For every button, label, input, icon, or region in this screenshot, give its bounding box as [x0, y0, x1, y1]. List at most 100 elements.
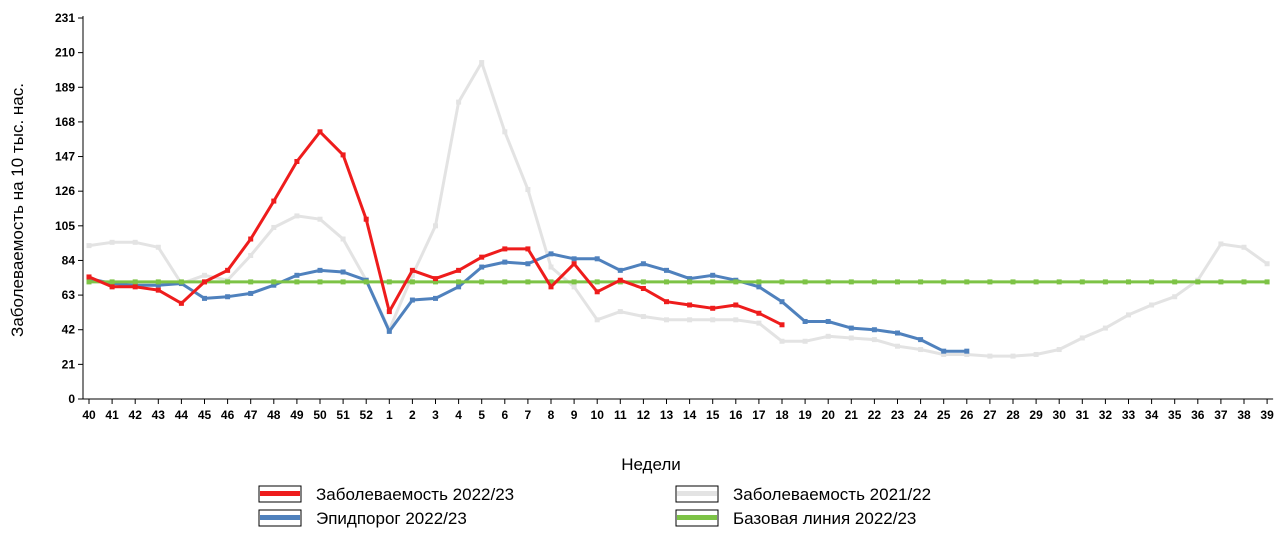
data-point [225, 267, 231, 273]
data-point [109, 284, 115, 290]
legend-label: Эпидпорог 2022/23 [316, 509, 467, 528]
y-tick-label: 105 [55, 219, 75, 233]
data-point [918, 347, 924, 353]
data-point [433, 223, 438, 229]
x-tick-label: 13 [660, 408, 674, 422]
data-point [640, 285, 646, 291]
data-point [109, 279, 115, 285]
x-tick-label: 19 [798, 408, 812, 422]
data-point [317, 267, 323, 273]
data-point [479, 264, 485, 270]
data-point [178, 279, 184, 285]
data-point [1010, 279, 1016, 285]
data-point [848, 325, 854, 331]
data-point [594, 317, 600, 323]
data-point [664, 267, 669, 273]
data-point [1056, 279, 1062, 285]
legend-item: Базовая линия 2022/23 [675, 509, 916, 528]
data-point [1033, 279, 1039, 285]
data-point [271, 224, 277, 230]
data-point [571, 284, 577, 290]
data-point [1102, 279, 1108, 285]
series-2 [86, 279, 1270, 285]
data-point [710, 305, 716, 311]
data-point [525, 187, 531, 193]
data-point [895, 343, 900, 349]
y-tick-label: 168 [55, 115, 75, 129]
x-tick-label: 41 [105, 408, 119, 422]
x-tick-label: 52 [360, 408, 374, 422]
data-point [571, 256, 577, 262]
data-point [409, 272, 415, 278]
x-tick-label: 3 [432, 408, 439, 422]
data-point [86, 279, 92, 285]
data-point [1218, 241, 1224, 247]
data-point [294, 158, 300, 164]
chart-legend: Заболеваемость 2022/23 Заболеваемость 202… [258, 485, 931, 528]
data-point [640, 261, 646, 267]
y-tick-label: 21 [62, 357, 76, 371]
x-tick-label: 34 [1145, 408, 1159, 422]
y-tick-label: 84 [62, 253, 76, 267]
data-point [386, 328, 392, 334]
x-tick-label: 7 [525, 408, 532, 422]
data-point [941, 348, 947, 354]
data-point [594, 289, 600, 295]
data-point [895, 279, 900, 285]
data-point [1126, 312, 1131, 318]
data-point [756, 279, 762, 285]
legend-swatch [260, 515, 300, 520]
data-point [248, 236, 254, 242]
data-point [1264, 279, 1270, 285]
y-tick-label: 126 [55, 184, 75, 198]
x-tick-label: 33 [1122, 408, 1136, 422]
data-point [687, 276, 693, 282]
data-point [640, 279, 646, 285]
data-point [1126, 279, 1131, 285]
data-point [202, 279, 207, 285]
data-point [548, 279, 554, 285]
data-point [687, 302, 693, 308]
data-point [733, 302, 739, 308]
legend-swatch [260, 491, 300, 496]
data-point [225, 279, 231, 285]
y-tick-label: 147 [55, 150, 75, 164]
data-point [756, 310, 762, 316]
x-tick-label: 37 [1214, 408, 1228, 422]
data-point [964, 348, 970, 354]
x-tick-label: 47 [244, 408, 258, 422]
x-tick-label: 48 [267, 408, 281, 422]
x-tick-label: 21 [845, 408, 859, 422]
data-point [825, 333, 831, 339]
data-point [225, 294, 231, 300]
data-point [918, 337, 924, 343]
legend-label: Базовая линия 2022/23 [733, 509, 916, 528]
data-point [456, 284, 462, 290]
x-tick-label: 17 [752, 408, 766, 422]
data-point [918, 279, 924, 285]
data-point [640, 314, 646, 320]
x-tick-label: 11 [614, 408, 627, 422]
x-tick-label: 6 [501, 408, 508, 422]
data-point [433, 295, 438, 301]
x-tick-label: 42 [129, 408, 143, 422]
data-point [317, 216, 323, 222]
x-tick-label: 15 [706, 408, 720, 422]
y-tick-label: 210 [55, 46, 75, 60]
legend-item: Заболеваемость 2022/23 [258, 485, 514, 504]
data-point [456, 267, 462, 273]
data-point [248, 279, 254, 285]
data-point [617, 309, 623, 315]
x-tick-label: 16 [729, 408, 743, 422]
data-point [155, 287, 161, 293]
data-point [1149, 279, 1155, 285]
series-line [88, 61, 1268, 358]
x-tick-label: 24 [914, 408, 928, 422]
x-axis-title: Недели [621, 455, 681, 474]
x-tick-label: 40 [82, 408, 96, 422]
data-point [409, 267, 415, 273]
x-tick-label: 51 [336, 408, 350, 422]
data-point [386, 279, 392, 285]
data-point [733, 317, 739, 323]
